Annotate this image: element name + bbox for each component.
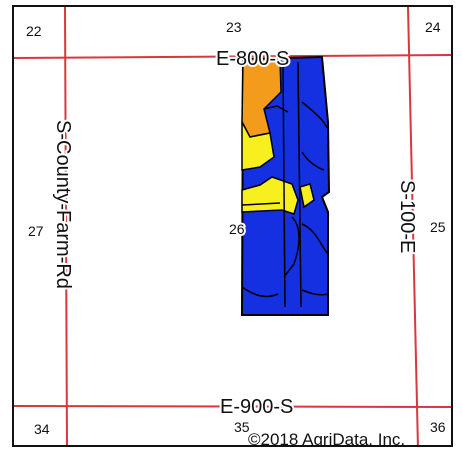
soil-map: 22 23 24 27 26 25 34 35 36 E-800-S E-900… <box>12 5 453 447</box>
road-south <box>14 405 451 408</box>
section-26: 26 <box>229 221 245 237</box>
section-36: 36 <box>430 419 446 435</box>
section-35: 35 <box>234 419 250 435</box>
road-label-south: E-900-S <box>220 396 293 418</box>
road-east <box>407 7 419 445</box>
section-24: 24 <box>425 19 441 35</box>
section-27: 27 <box>28 223 44 239</box>
section-23: 23 <box>226 19 242 35</box>
section-labels: 22 23 24 27 26 25 34 35 36 <box>26 19 446 437</box>
soil-zone-yellow-notch <box>299 183 315 209</box>
section-22: 22 <box>26 23 42 39</box>
soil-boundaries <box>241 61 329 308</box>
road-label-east: S-100-E <box>396 180 418 253</box>
road-west <box>64 7 68 445</box>
map-canvas: 22 23 24 27 26 25 34 35 36 E-800-S E-900… <box>14 7 451 447</box>
section-34: 34 <box>34 421 50 437</box>
soil-zone-yellow-upper <box>241 121 275 171</box>
road-label-north: E-800-S <box>216 48 289 70</box>
field-parcel <box>240 55 331 316</box>
copyright-notice: ©2018 AgriData, Inc. <box>248 430 405 447</box>
road-labels: E-800-S E-900-S S-County-Farm-Rd S-100-E <box>50 46 420 420</box>
road-label-west: S-County-Farm-Rd <box>52 120 74 289</box>
section-25: 25 <box>430 219 446 235</box>
road-north <box>14 54 451 59</box>
